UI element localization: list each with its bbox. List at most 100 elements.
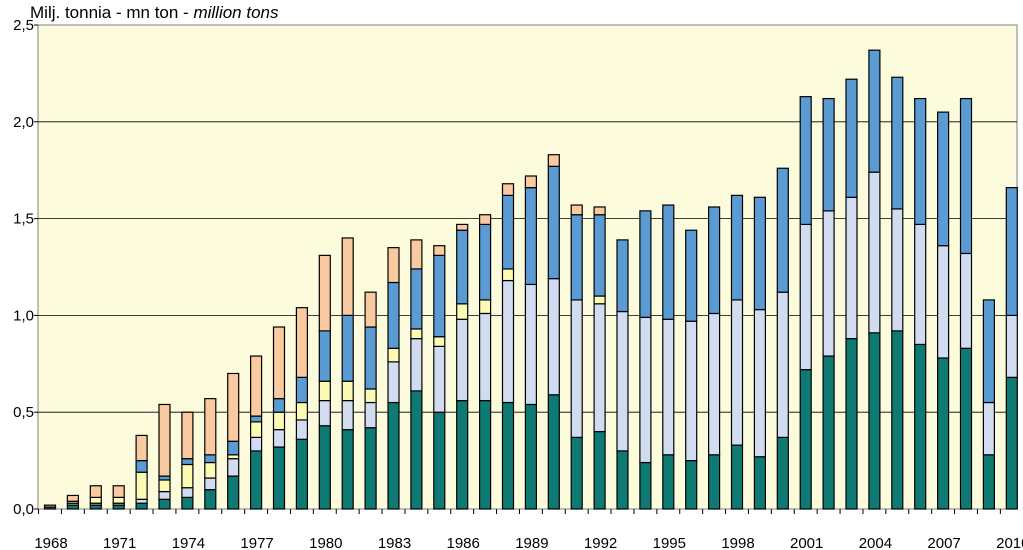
bar-stack-1984 bbox=[410, 239, 423, 510]
bar-segment-1969-s5 bbox=[66, 494, 80, 502]
bar-segment-1977-s2 bbox=[250, 436, 263, 452]
bar-stack-2001 bbox=[799, 96, 812, 510]
bar-segment-1997-s2 bbox=[707, 312, 721, 456]
bar-segment-1977-s3 bbox=[250, 421, 263, 438]
bar-stack-1994 bbox=[639, 210, 652, 510]
bar-stack-2009 bbox=[982, 299, 996, 510]
bar-segment-1991-s4 bbox=[570, 214, 583, 301]
bar-segment-1986-s1 bbox=[456, 399, 469, 510]
bar-segment-1988-s1 bbox=[501, 401, 515, 510]
bar-segment-1992-s1 bbox=[593, 430, 606, 510]
bar-segment-1972-s4 bbox=[135, 460, 148, 473]
x-tick-label: 2007 bbox=[927, 535, 960, 550]
bar-segment-1984-s5 bbox=[410, 239, 423, 270]
bar-segment-1988-s5 bbox=[501, 183, 515, 196]
bar-segment-1996-s4 bbox=[685, 229, 698, 322]
bar-stack-1981 bbox=[341, 237, 354, 510]
bar-segment-1987-s4 bbox=[479, 223, 492, 301]
bar-stack-1989 bbox=[524, 175, 538, 510]
bar-segment-1987-s2 bbox=[479, 312, 492, 402]
bar-stack-1975 bbox=[204, 398, 217, 510]
bar-segment-2007-s2 bbox=[936, 245, 950, 359]
bar-segment-1979-s1 bbox=[295, 438, 308, 510]
bar-segment-1983-s1 bbox=[387, 401, 400, 510]
bar-segment-1989-s1 bbox=[524, 403, 538, 510]
bar-segment-1999-s4 bbox=[753, 196, 767, 311]
bar-segment-1975-s4 bbox=[204, 454, 217, 464]
bar-segment-1978-s4 bbox=[272, 398, 286, 413]
bar-segment-1992-s3 bbox=[593, 295, 606, 305]
bar-segment-1974-s1 bbox=[181, 496, 194, 510]
bar-segment-1980-s5 bbox=[318, 254, 331, 332]
bar-segment-1992-s4 bbox=[593, 214, 606, 297]
bar-segment-1990-s2 bbox=[547, 278, 560, 396]
bar-segment-1984-s4 bbox=[410, 268, 423, 330]
bar-segment-2006-s1 bbox=[914, 343, 927, 510]
bar-segment-1980-s4 bbox=[318, 330, 331, 382]
y-tick-label: 2,5 bbox=[13, 17, 34, 34]
x-tick-label: 1968 bbox=[34, 535, 67, 550]
bar-stack-2008 bbox=[959, 97, 973, 510]
bar-segment-2005-s4 bbox=[891, 76, 904, 210]
bar-segment-2010-s4 bbox=[1005, 187, 1018, 316]
bar-stack-1970 bbox=[89, 485, 102, 510]
bar-segment-1997-s1 bbox=[707, 454, 721, 510]
y-tick-label: 2,0 bbox=[13, 114, 34, 131]
y-tick-label: 0,0 bbox=[13, 501, 34, 518]
bar-stack-2004 bbox=[868, 49, 881, 510]
bar-segment-1981-s4 bbox=[341, 314, 354, 382]
y-axis-title-plain: Milj. tonnia - mn ton - bbox=[30, 3, 193, 22]
bar-segment-1983-s5 bbox=[387, 247, 400, 284]
bar-segment-1975-s1 bbox=[204, 489, 217, 510]
bar-segment-1985-s5 bbox=[433, 245, 446, 256]
bar-segment-1974-s2 bbox=[181, 487, 194, 498]
bar-segment-1983-s4 bbox=[387, 281, 400, 349]
bar-segment-1976-s4 bbox=[227, 440, 240, 456]
bar-stack-1979 bbox=[295, 307, 308, 510]
bar-segment-2005-s2 bbox=[891, 208, 904, 332]
bar-segment-1993-s2 bbox=[616, 310, 629, 452]
bar-segment-1979-s5 bbox=[295, 307, 308, 378]
bar-segment-1972-s3 bbox=[135, 471, 148, 500]
bar-segment-1993-s1 bbox=[616, 450, 629, 510]
bar-segment-1977-s5 bbox=[250, 355, 263, 417]
bar-segment-1980-s3 bbox=[318, 380, 331, 402]
bar-stack-1973 bbox=[158, 403, 171, 510]
bar-segment-2006-s4 bbox=[914, 97, 927, 226]
y-axis-title-italic: million tons bbox=[193, 3, 279, 22]
bar-segment-2002-s1 bbox=[822, 355, 835, 510]
bar-stack-2005 bbox=[891, 76, 904, 510]
bar-stack-1980 bbox=[318, 254, 331, 510]
bar-stack-1999 bbox=[753, 196, 767, 510]
bar-segment-1971-s3 bbox=[112, 496, 125, 504]
bar-stack-1976 bbox=[227, 372, 240, 510]
x-tick-label: 2004 bbox=[859, 535, 892, 550]
bar-segment-1980-s2 bbox=[318, 399, 331, 427]
x-axis-ticks: 1968 1971 1974 1977 1980 1983 1986 1989 1992 1995… bbox=[34, 509, 1023, 550]
bar-segment-2002-s4 bbox=[822, 97, 835, 212]
bar-stack-1991 bbox=[570, 204, 583, 510]
bar-segment-2004-s4 bbox=[868, 49, 881, 173]
bar-segment-1970-s3 bbox=[89, 496, 102, 504]
bar-segment-1999-s1 bbox=[753, 456, 767, 510]
bar-segment-1985-s1 bbox=[433, 411, 446, 510]
bar-segment-1977-s1 bbox=[250, 450, 263, 510]
bar-segment-1986-s5 bbox=[456, 223, 469, 231]
bar-segment-1978-s2 bbox=[272, 429, 286, 448]
bar-segment-1982-s5 bbox=[364, 291, 377, 328]
bar-segment-1979-s3 bbox=[295, 401, 308, 421]
bar-segment-1976-s2 bbox=[227, 458, 240, 477]
x-tick-label: 1989 bbox=[515, 535, 548, 550]
bar-segment-1972-s1 bbox=[135, 502, 148, 510]
bar-segment-2008-s1 bbox=[959, 347, 973, 510]
bar-segment-2002-s2 bbox=[822, 210, 835, 357]
bar-segment-1973-s2 bbox=[158, 490, 171, 500]
bar-segment-1975-s3 bbox=[204, 461, 217, 479]
bar-segment-1984-s3 bbox=[410, 328, 423, 340]
bar-segment-1972-s5 bbox=[135, 434, 148, 462]
bar-segment-1979-s4 bbox=[295, 376, 308, 404]
bar-segment-1994-s4 bbox=[639, 210, 652, 318]
bar-segment-2006-s2 bbox=[914, 223, 927, 346]
bar-segment-2000-s4 bbox=[776, 167, 789, 293]
